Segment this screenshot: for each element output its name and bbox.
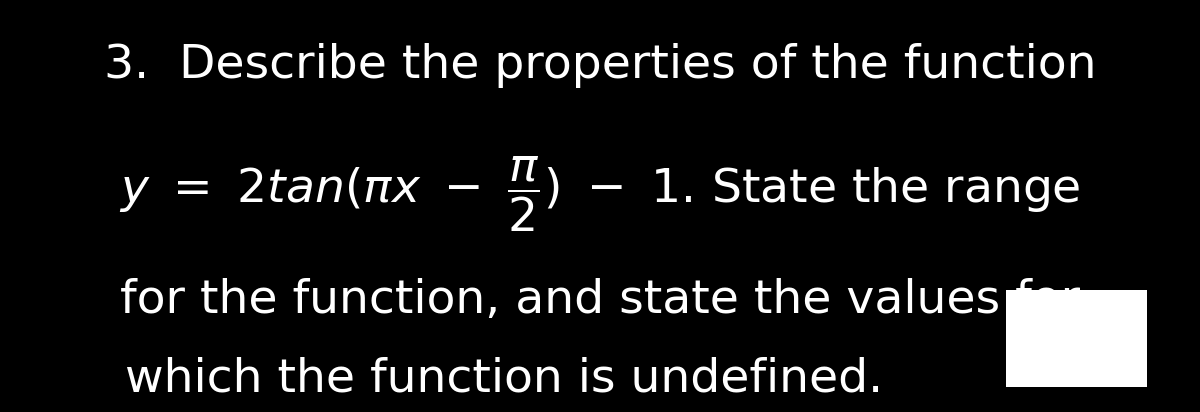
Text: $y\ =\ 2\mathit{tan}(\pi x\ -\ \dfrac{\pi}{2})\ -\ 1$. State the range: $y\ =\ 2\mathit{tan}(\pi x\ -\ \dfrac{\p…	[119, 154, 1081, 234]
Bar	[1006, 290, 1147, 387]
Text: for the function, and state the values for: for the function, and state the values f…	[120, 278, 1080, 323]
Text: 3.  Describe the properties of the function: 3. Describe the properties of the functi…	[103, 43, 1097, 89]
Text: which the function is undefined.: which the function is undefined.	[125, 356, 883, 402]
